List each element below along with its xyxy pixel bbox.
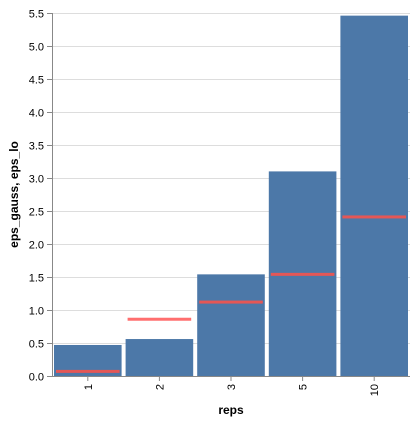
- y-tick-label: 2.0: [29, 240, 44, 252]
- bar-2: [125, 339, 194, 376]
- y-tick-label: 5.0: [29, 42, 44, 54]
- x-tick-label: 10: [369, 384, 381, 396]
- y-tick-label: 0.0: [29, 372, 44, 384]
- tick-3: [199, 300, 263, 304]
- y-tick-label: 5.5: [29, 9, 44, 21]
- y-tick-label: 3.5: [29, 141, 44, 153]
- tick-2: [127, 317, 192, 321]
- y-tick-label: 2.5: [29, 207, 44, 219]
- y-tick-label: 4.0: [29, 108, 44, 120]
- x-tick-label: 5: [298, 384, 310, 390]
- x-axis-title: reps: [218, 403, 244, 417]
- x-tick-label: 2: [154, 384, 166, 390]
- x-tick-label: 3: [226, 384, 238, 390]
- y-axis: 0.0 0.5 1.0 1.5 2.0 2.5 3.0 3.5 4.0 4.5 5.0 5.5: [29, 9, 53, 384]
- y-axis-title: eps_gauss, eps_lo: [7, 141, 21, 248]
- tick-10: [342, 215, 406, 219]
- y-tick-label: 4.5: [29, 75, 44, 87]
- tick-5: [270, 272, 335, 276]
- x-axis: 1 2 3 5 10: [52, 376, 410, 396]
- y-tick-label: 1.5: [29, 273, 44, 285]
- x-tick-label: 1: [83, 384, 95, 390]
- ticks: [56, 215, 406, 373]
- y-tick-label: 0.5: [29, 339, 44, 351]
- y-tick-label: 1.0: [29, 306, 44, 318]
- y-tick-label: 3.0: [29, 174, 44, 186]
- tick-1: [56, 369, 120, 373]
- bar-10: [340, 15, 408, 376]
- bar-3: [197, 274, 265, 376]
- bars: [54, 15, 408, 376]
